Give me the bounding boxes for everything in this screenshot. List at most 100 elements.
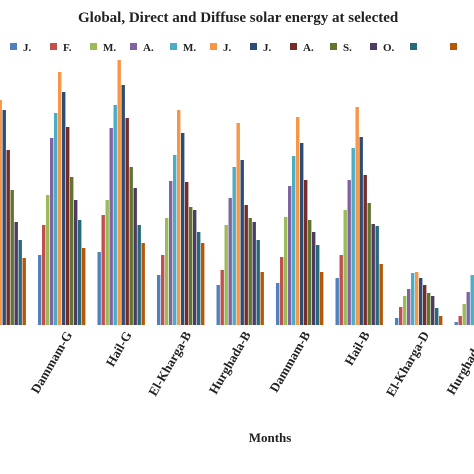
bar bbox=[300, 143, 304, 325]
bar bbox=[407, 289, 411, 325]
legend-label: F. bbox=[63, 42, 72, 54]
bar bbox=[6, 150, 10, 325]
bar bbox=[228, 198, 232, 325]
bar bbox=[232, 167, 236, 325]
bar bbox=[224, 225, 228, 325]
bar bbox=[371, 224, 375, 325]
bar bbox=[58, 72, 62, 325]
bar bbox=[379, 264, 383, 325]
legend-marker bbox=[210, 43, 217, 50]
bar bbox=[335, 278, 339, 325]
legend-label: J. bbox=[23, 42, 32, 54]
bar bbox=[22, 258, 26, 325]
bar bbox=[403, 296, 407, 325]
bar bbox=[50, 138, 54, 325]
bar bbox=[74, 200, 78, 325]
bar bbox=[419, 278, 423, 325]
legend-label: M. bbox=[103, 42, 116, 54]
x-tick-label: Hurghada-D bbox=[443, 328, 474, 397]
legend-marker bbox=[50, 43, 57, 50]
bar bbox=[165, 218, 169, 325]
bar bbox=[113, 105, 117, 325]
bar bbox=[66, 127, 70, 325]
bar bbox=[109, 128, 113, 325]
bar bbox=[363, 175, 367, 325]
legend-label: S. bbox=[343, 42, 352, 54]
legend-label: A. bbox=[303, 42, 314, 54]
bar bbox=[62, 92, 66, 325]
bar bbox=[359, 137, 363, 325]
bar bbox=[185, 182, 189, 325]
bar bbox=[38, 255, 42, 325]
bar bbox=[201, 243, 205, 325]
bar bbox=[189, 207, 193, 325]
bar bbox=[161, 255, 165, 325]
bar bbox=[454, 322, 458, 325]
bar bbox=[236, 123, 240, 325]
bar bbox=[284, 217, 288, 325]
bar bbox=[137, 225, 141, 325]
legend-marker bbox=[10, 43, 17, 50]
legend-label: O. bbox=[383, 42, 395, 54]
bar bbox=[375, 226, 379, 325]
bar bbox=[0, 100, 2, 325]
bar bbox=[431, 296, 435, 325]
bar bbox=[351, 148, 355, 325]
bar bbox=[2, 110, 6, 325]
legend-label: J. bbox=[263, 42, 272, 54]
bar bbox=[427, 293, 431, 325]
x-tick-label: Hail-B bbox=[341, 328, 373, 368]
bar bbox=[292, 156, 296, 325]
legend-marker bbox=[250, 43, 257, 50]
x-tick-label: Dammam-G bbox=[28, 328, 76, 396]
bar bbox=[288, 186, 292, 325]
bar bbox=[367, 203, 371, 325]
legend-marker bbox=[450, 43, 457, 50]
bar bbox=[82, 248, 86, 325]
bar bbox=[260, 272, 264, 325]
legend-label: J. bbox=[223, 42, 232, 54]
legend-marker bbox=[290, 43, 297, 50]
bar bbox=[14, 222, 18, 325]
bar bbox=[415, 272, 419, 325]
bar bbox=[18, 240, 22, 325]
bar bbox=[320, 272, 324, 325]
bar bbox=[46, 195, 50, 325]
bar bbox=[141, 243, 145, 325]
bar bbox=[248, 218, 252, 325]
bar bbox=[240, 160, 244, 325]
bar bbox=[423, 285, 427, 325]
bar bbox=[78, 220, 82, 325]
bar bbox=[121, 85, 125, 325]
bar bbox=[296, 117, 300, 325]
bar bbox=[54, 113, 58, 325]
x-tick-label: Hurghada-B bbox=[206, 328, 254, 396]
x-axis-label: Months bbox=[249, 430, 292, 445]
legend-marker bbox=[130, 43, 137, 50]
bar bbox=[129, 167, 133, 325]
bar bbox=[470, 275, 474, 325]
bar bbox=[395, 318, 399, 325]
bar bbox=[197, 232, 201, 325]
x-tick-label: Hail-G bbox=[103, 328, 135, 369]
legend-marker bbox=[410, 43, 417, 50]
bar bbox=[157, 275, 161, 325]
bar bbox=[276, 283, 280, 325]
bar bbox=[439, 316, 443, 325]
bar bbox=[220, 270, 224, 325]
bar bbox=[70, 177, 74, 325]
bar bbox=[304, 180, 308, 325]
bar bbox=[280, 257, 284, 325]
bar bbox=[97, 252, 101, 325]
bar bbox=[256, 240, 260, 325]
bar bbox=[169, 181, 173, 325]
bar bbox=[133, 188, 137, 325]
bar bbox=[193, 210, 197, 325]
bar bbox=[244, 205, 248, 325]
bar bbox=[312, 232, 316, 325]
bar bbox=[411, 273, 415, 325]
bar bbox=[339, 255, 343, 325]
legend-label: M. bbox=[183, 42, 196, 54]
bar bbox=[10, 190, 14, 325]
bar bbox=[343, 210, 347, 325]
